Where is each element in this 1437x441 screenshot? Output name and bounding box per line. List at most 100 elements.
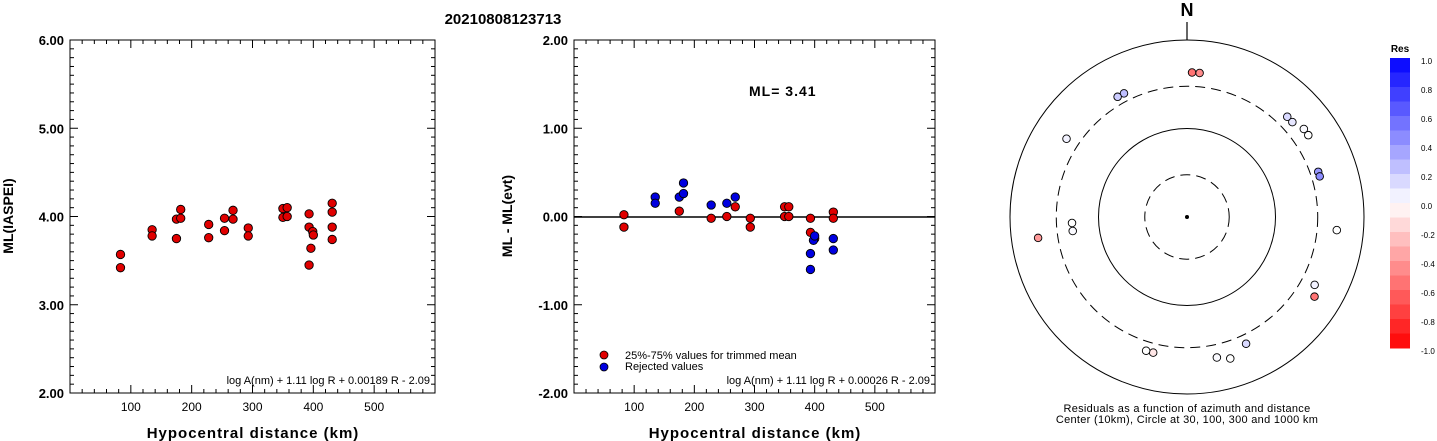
colorbar-band	[1390, 72, 1410, 88]
residual-point	[1241, 339, 1251, 348]
colorbar-band	[1390, 145, 1410, 160]
data-point	[219, 225, 230, 236]
y-tick-label: 6.00	[39, 33, 64, 48]
data-point	[619, 222, 629, 232]
colorbar-band	[1390, 275, 1410, 291]
y-tick-label: 0.00	[543, 210, 568, 225]
data-point	[828, 245, 838, 255]
data-point	[722, 211, 732, 222]
legend-label-trimmed: 25%-75% values for trimmed mean	[625, 350, 797, 362]
data-point	[650, 198, 660, 208]
data-point	[805, 264, 816, 275]
y-axis-label: ML - ML(evt)	[499, 175, 515, 257]
residual-point	[1310, 292, 1319, 301]
residual-point	[1226, 354, 1235, 363]
y-axis-label: ML(IASPEI)	[0, 178, 16, 253]
residual-point	[1062, 134, 1071, 144]
data-points	[1033, 68, 1342, 363]
residual-point	[1033, 233, 1043, 243]
residual-point	[1113, 92, 1122, 102]
colorbar-band	[1390, 319, 1410, 334]
colorbar-label: -0.4	[1421, 260, 1435, 269]
residual-point	[1310, 280, 1319, 290]
colorbar-band	[1390, 101, 1410, 117]
colorbar-label: -0.2	[1421, 231, 1435, 240]
colorbar-label: -0.8	[1421, 318, 1435, 327]
colorbar-band	[1390, 217, 1410, 233]
data-point	[327, 198, 337, 208]
residual-point	[1148, 348, 1158, 357]
colorbar-title: Res	[1391, 44, 1410, 55]
x-tick-label: 500	[865, 400, 885, 414]
data-point	[678, 178, 689, 188]
colorbar-band	[1390, 58, 1410, 73]
center-dot	[1185, 215, 1189, 219]
residual-point	[1212, 353, 1222, 362]
residual-point	[1332, 225, 1342, 235]
legend-swatch-trimmed	[599, 350, 609, 360]
ring-100km	[1098, 128, 1276, 306]
data-point	[828, 213, 838, 223]
x-tick-label: 400	[303, 400, 323, 414]
data-point	[306, 243, 316, 253]
data-point	[115, 263, 126, 273]
colorbar-bands	[1390, 58, 1410, 349]
colorbar-band	[1390, 261, 1410, 276]
colorbar-band	[1390, 116, 1410, 131]
x-tick-label: 200	[182, 400, 202, 414]
data-point	[730, 192, 740, 202]
caption-line-1: Residuals as a function of azimuth and d…	[1063, 403, 1310, 415]
data-point	[176, 204, 186, 215]
data-point	[327, 222, 337, 232]
data-points	[115, 198, 337, 273]
data-point	[730, 202, 740, 212]
colorbar-label: 0.4	[1421, 144, 1433, 153]
colorbar-band	[1390, 304, 1410, 320]
data-point	[722, 198, 732, 208]
colorbar-labels: 1.0 0.8 0.6 0.4 0.2 0.0 -0.2 -0.4 -0.6 -0.8 -1.0	[1421, 57, 1435, 356]
page-title: 20210808123713	[445, 11, 562, 28]
residual-point	[1195, 68, 1204, 78]
x-tick-label: 500	[364, 400, 384, 414]
data-point	[243, 231, 253, 241]
chart-ml-vs-distance: 100 200 300 400 500 2.00 3.00 4.00 5.00 6.00 log …	[0, 33, 436, 441]
data-point	[176, 213, 186, 223]
data-point	[204, 219, 214, 230]
colorbar-band	[1390, 246, 1410, 262]
data-point	[308, 230, 318, 240]
data-point	[327, 234, 337, 245]
data-point	[228, 205, 238, 215]
x-axis-label: Hypocentral distance (km)	[649, 425, 862, 441]
data-point	[784, 211, 794, 222]
data-point	[228, 214, 238, 224]
colorbar-label: 1.0	[1421, 57, 1433, 66]
formula-label: log A(nm) + 1.11 log R + 0.00189 R - 2.0…	[227, 375, 430, 387]
x-tick-label: 100	[624, 400, 644, 414]
axis-ticks: 100 200 300 400 500 2.00 3.00 4.00 5.00 6.00	[39, 33, 435, 414]
data-point	[115, 249, 126, 260]
data-point	[304, 260, 314, 270]
data-point	[327, 207, 337, 217]
north-label: N	[1181, 0, 1194, 20]
x-tick-label: 400	[805, 400, 825, 414]
colorbar-label: -0.6	[1421, 289, 1435, 298]
y-tick-label: 4.00	[39, 210, 64, 225]
data-point	[219, 213, 230, 223]
caption-line-2: Center (10km), Circle at 30, 100, 300 an…	[1056, 414, 1318, 426]
data-point	[147, 231, 157, 241]
chart-polar-residuals: N Residuals as a function of azimuth and…	[1009, 0, 1365, 426]
colorbar-band	[1390, 333, 1410, 349]
legend-swatch-rejected	[599, 362, 609, 372]
residual-point	[1187, 68, 1197, 77]
colorbar-label: 0.6	[1421, 115, 1433, 124]
y-tick-label: 2.00	[39, 386, 64, 401]
colorbar-band	[1390, 159, 1410, 175]
colorbar-band	[1390, 130, 1410, 146]
y-tick-label: 3.00	[39, 298, 64, 313]
data-point	[745, 222, 755, 232]
colorbar-band	[1390, 290, 1410, 305]
y-tick-label: 1.00	[543, 121, 568, 136]
colorbar-band	[1390, 188, 1410, 204]
formula-label: log A(nm) + 1.11 log R + 0.00026 R - 2.0…	[727, 375, 930, 387]
